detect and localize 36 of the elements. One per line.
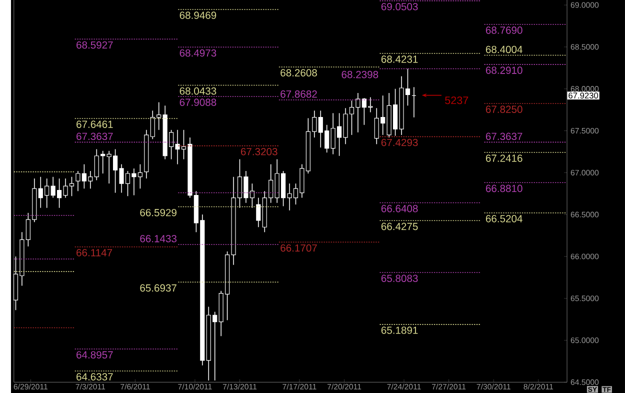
data-label: 66.1433 — [140, 235, 177, 242]
text: 67.9230 — [568, 92, 598, 98]
data-label: 68.2398 — [342, 70, 378, 78]
data-label: 69.0503 — [381, 2, 418, 10]
data-label: 67.3637 — [76, 132, 113, 140]
data-label: 67.9088 — [180, 98, 216, 106]
data-label: 65.8083 — [381, 274, 418, 282]
data-label: 68.2910 — [486, 66, 522, 74]
data-label: 66.1707 — [280, 244, 317, 252]
data-label: 66.1147 — [76, 249, 112, 256]
data-label: 66.5929 — [140, 208, 176, 216]
data-label: 68.4004 — [486, 46, 522, 54]
data-label: 68.9469 — [180, 12, 216, 19]
data-label: 65.1891 — [381, 326, 418, 334]
data-label: 68.5927 — [76, 41, 113, 49]
data-label: 66.6408 — [381, 204, 418, 212]
data-label: 67.2416 — [486, 154, 522, 162]
data-label: 67.8682 — [280, 90, 317, 98]
data-label: 67.8250 — [486, 106, 522, 113]
annotation: 5237 — [445, 96, 468, 104]
data-label: 67.3203 — [240, 148, 278, 156]
data-label: 68.2608 — [280, 69, 317, 76]
data-label: 67.4293 — [381, 138, 418, 146]
data-label: 66.5204 — [486, 215, 522, 222]
data-label: 68.7690 — [486, 26, 522, 34]
data-label: 68.0433 — [180, 87, 216, 95]
data-label: 66.8810 — [486, 184, 522, 192]
data-label: 64.6337 — [76, 373, 113, 380]
data-label: 64.8957 — [76, 351, 113, 358]
data-label: 65.6937 — [140, 284, 176, 292]
data-label: 66.4275 — [381, 222, 418, 230]
data-label: 67.6461 — [76, 120, 113, 128]
data-label: 67.3637 — [486, 132, 522, 140]
data-label: 68.4973 — [180, 49, 216, 57]
data-label: 68.4231 — [381, 56, 418, 63]
candlestick — [256, 197, 261, 228]
